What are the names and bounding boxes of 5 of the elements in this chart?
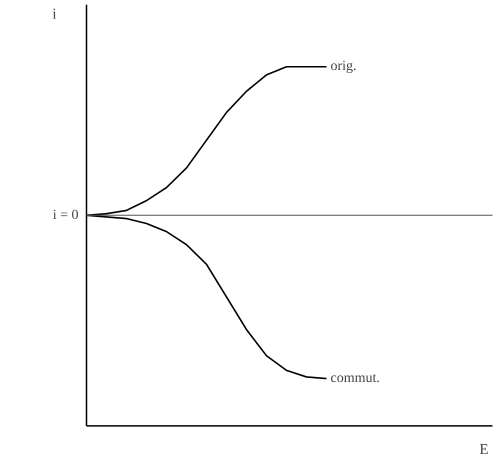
series-label: commut.	[330, 371, 380, 386]
ref-line-label: i = 0	[52, 208, 79, 223]
x-axis-title: E	[479, 442, 489, 457]
y-axis-title: i	[52, 6, 57, 23]
series-label: orig.	[330, 59, 357, 74]
